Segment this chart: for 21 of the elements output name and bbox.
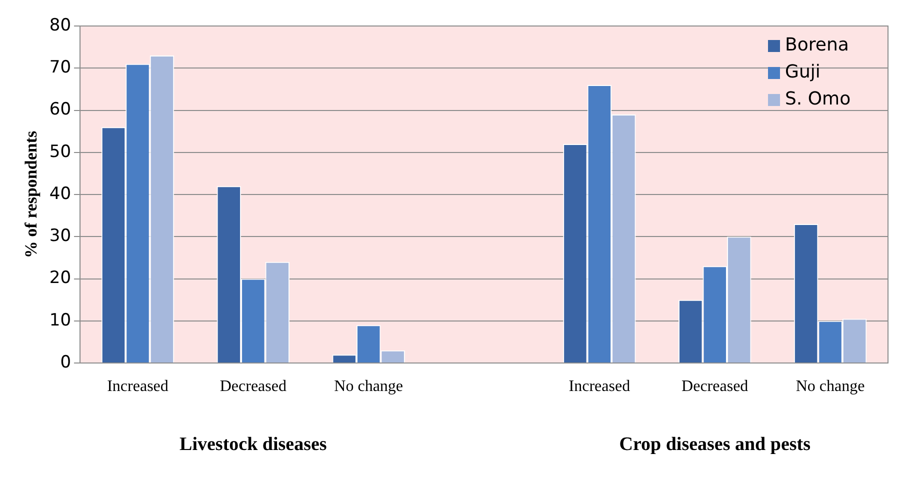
x-tick-label: Increased: [107, 378, 168, 395]
text: Livestock diseases: [180, 434, 327, 455]
y-tick-label: 20: [49, 268, 72, 288]
x-tick-label: Increased: [568, 378, 630, 395]
x-tick-label: No change: [796, 378, 865, 395]
y-tick-label: 60: [49, 100, 72, 120]
y-tick-label: 80: [49, 15, 72, 36]
x-tick-label: Decreased: [220, 378, 286, 395]
legend-label: Guji: [785, 62, 820, 83]
legend-label: Borena: [785, 34, 849, 56]
y-tick-label: 30: [49, 226, 72, 246]
text: Crop diseases and pests: [619, 434, 811, 455]
y-tick-label: 70: [49, 58, 72, 78]
y-tick-label: 50: [49, 142, 72, 162]
y-axis-title: % of respondents: [22, 130, 41, 258]
y-tick-label: 0: [60, 352, 72, 372]
x-tick-label: No change: [334, 378, 404, 395]
y-tick-label: 10: [49, 310, 72, 330]
legend-label: S. Omo: [785, 88, 851, 110]
x-tick-label: Decreased: [682, 378, 748, 395]
y-tick-label: 40: [49, 184, 72, 204]
